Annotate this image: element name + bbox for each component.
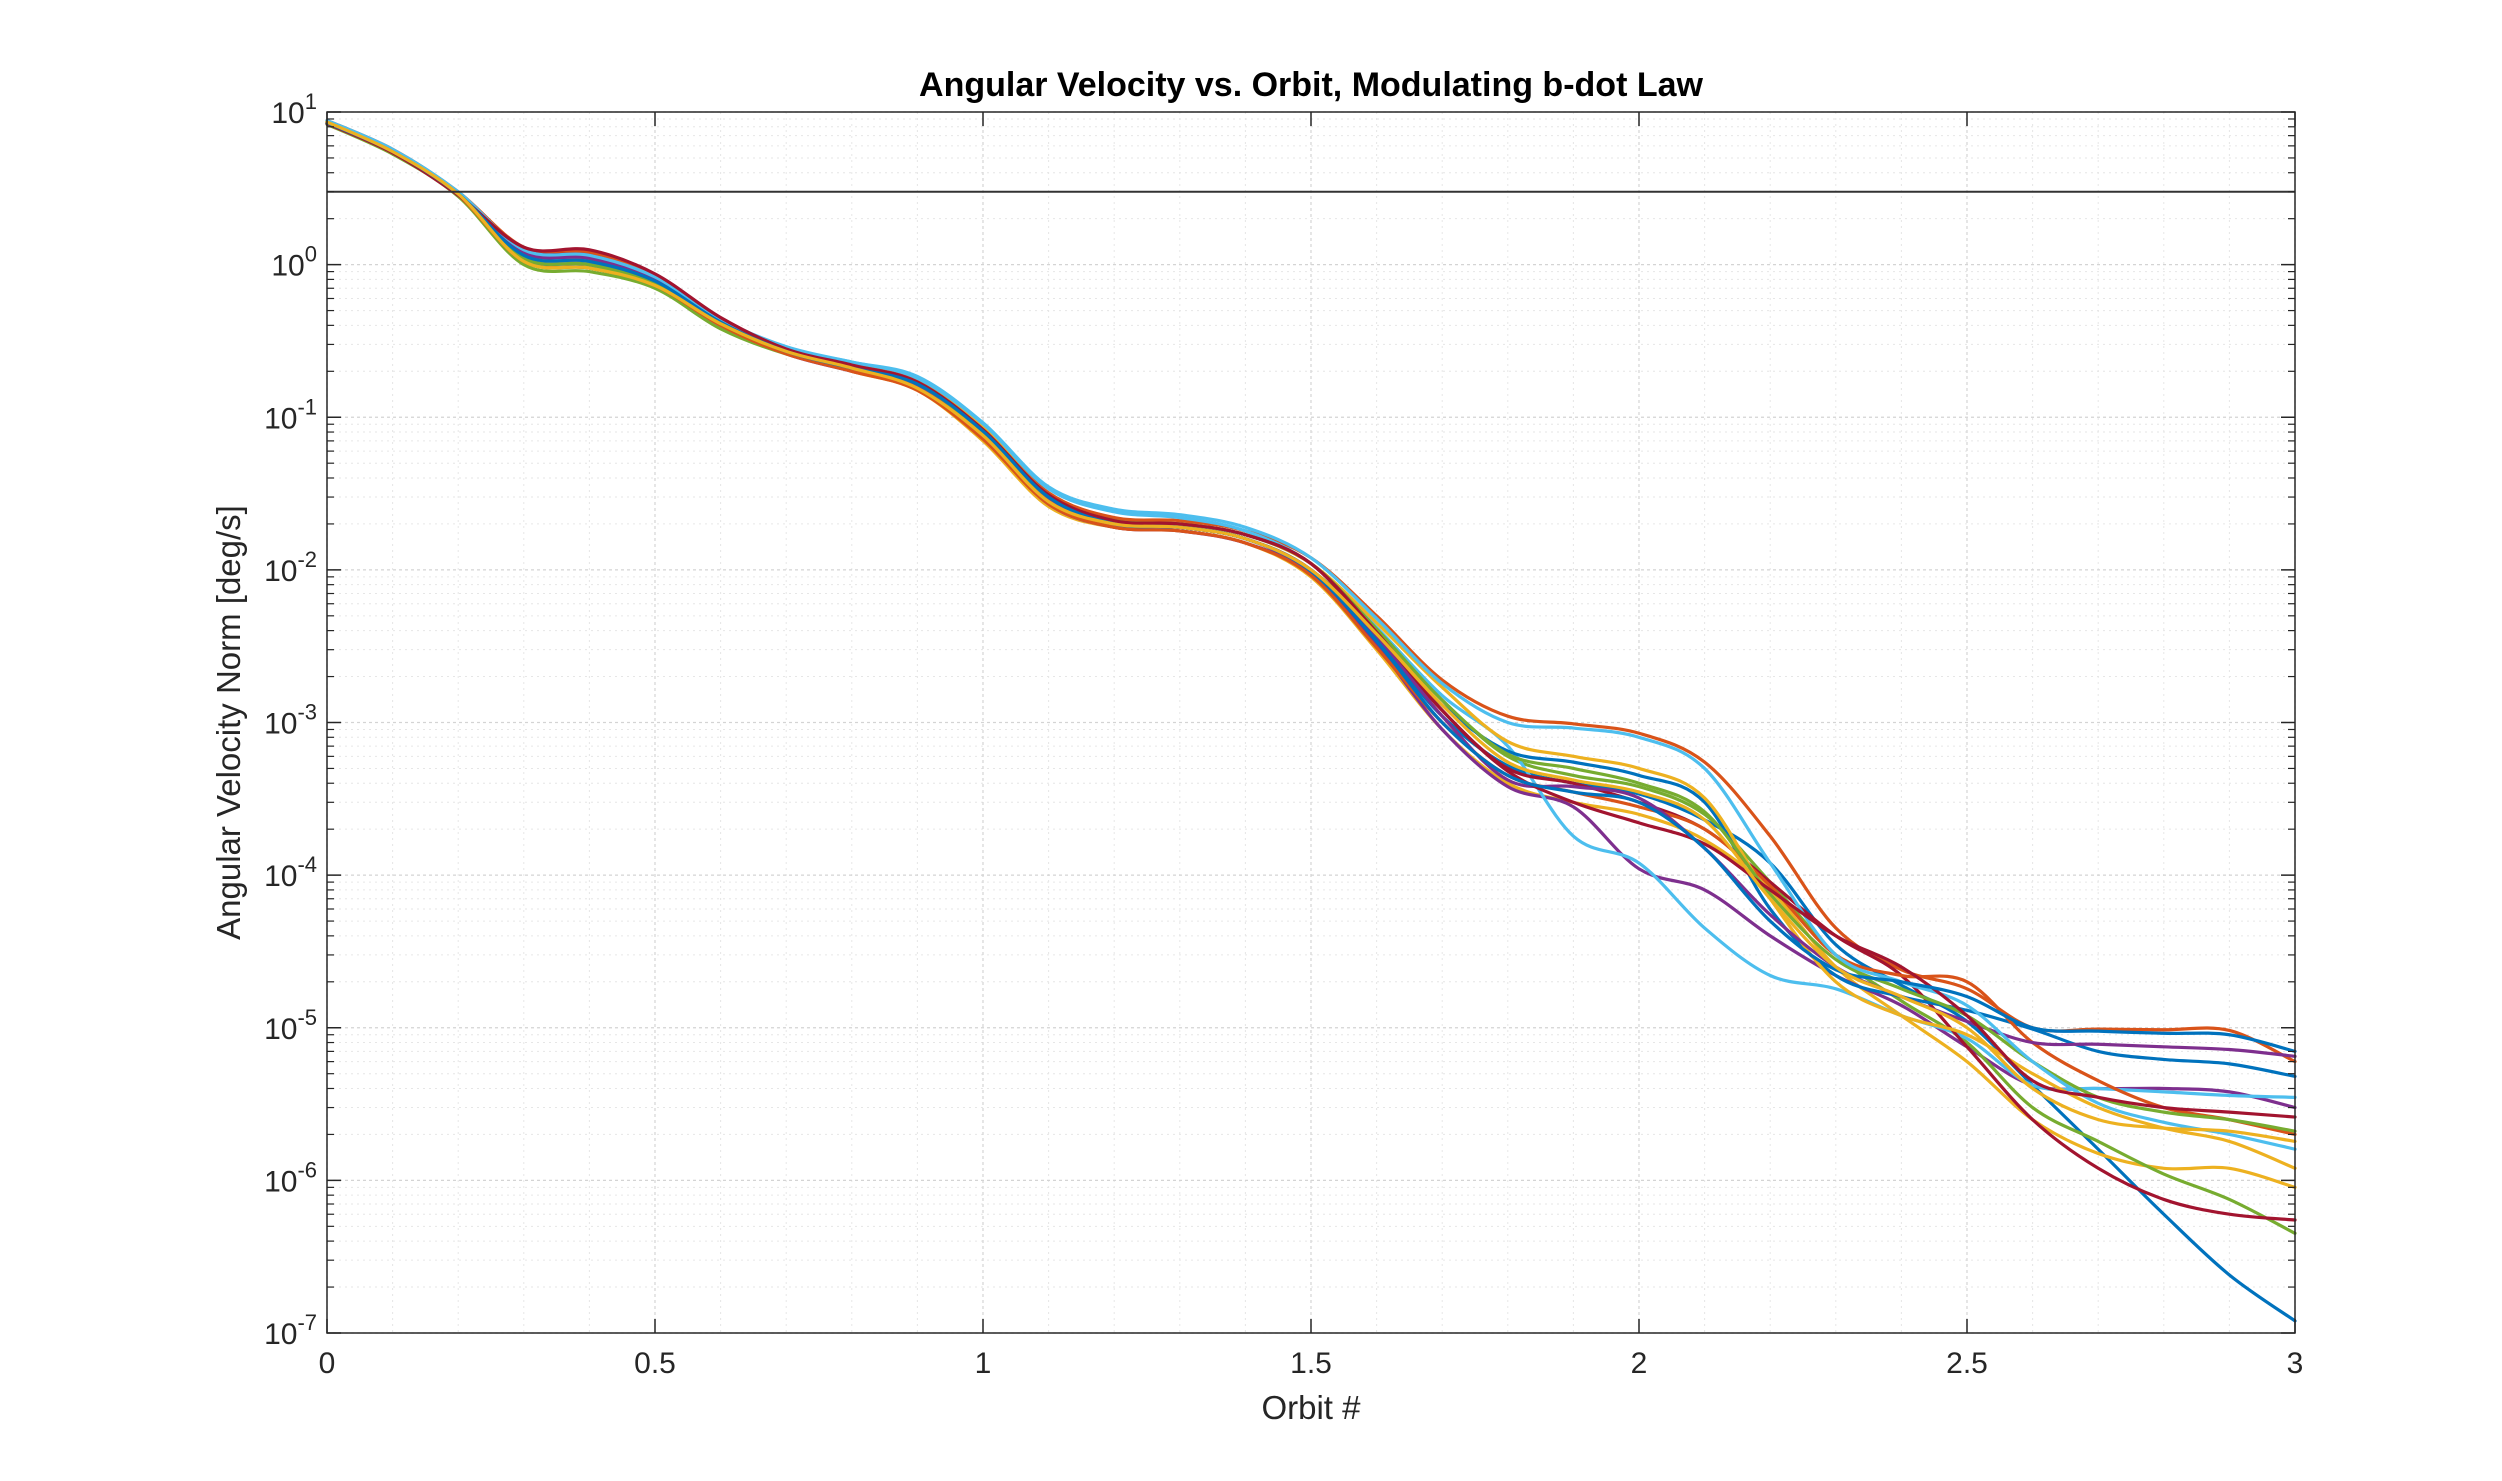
y-tick-label: 10-6 [264, 1157, 317, 1198]
y-tick-labels: 101 100 10-1 10-2 10-3 10-4 10-5 10-6 10-7 [264, 89, 317, 1351]
x-tick-label: 2 [1631, 1347, 1648, 1380]
series-layer [325, 118, 2297, 1323]
series-line-14 [325, 121, 2297, 1119]
x-tick-label: 3 [2287, 1347, 2304, 1380]
y-tick-label: 10-1 [264, 394, 317, 435]
x-tick-labels: 0 0.5 1 1.5 2 2.5 3 [319, 1347, 2304, 1380]
y-tick-label: 100 [271, 242, 317, 283]
y-tick-label: 10-3 [264, 700, 317, 741]
y-tick-label: 10-2 [264, 547, 317, 588]
y-tick-label: 10-7 [264, 1310, 317, 1351]
y-tick-label: 10-5 [264, 1005, 317, 1046]
x-tick-label: 2.5 [1946, 1347, 1988, 1380]
x-axis-label: Orbit # [1261, 1389, 1361, 1426]
axis-ticks [326, 111, 2296, 1334]
series-line-13 [325, 118, 2297, 1151]
y-tick-label: 101 [271, 89, 317, 130]
y-axis-label: Angular Velocity Norm [deg/s] [210, 505, 247, 940]
y-tick-label: 10-4 [264, 852, 317, 893]
x-tick-label: 1 [975, 1347, 992, 1380]
x-tick-label: 0.5 [634, 1347, 676, 1380]
chart-title: Angular Velocity vs. Orbit, Modulating b… [919, 66, 1703, 104]
x-tick-label: 1.5 [1290, 1347, 1332, 1380]
x-tick-label: 0 [319, 1347, 336, 1380]
series-line-16 [325, 120, 2297, 1144]
